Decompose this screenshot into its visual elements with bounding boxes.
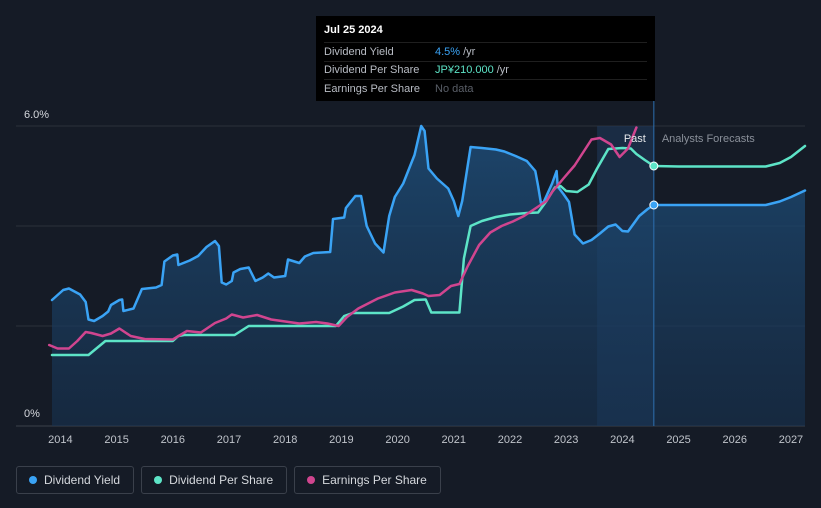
x-tick-label: 2016	[161, 434, 185, 446]
tooltip-value: No data	[435, 82, 474, 95]
tooltip-row-dividend-per-share: Dividend Per Share JP¥210.000/yr	[324, 60, 647, 80]
x-tick-label: 2026	[723, 434, 747, 446]
dividend-per-share-marker	[649, 161, 659, 171]
x-tick-label: 2020	[385, 434, 409, 446]
x-tick-label: 2019	[329, 434, 353, 446]
legend-dividend-yield[interactable]: Dividend Yield	[16, 466, 135, 494]
tooltip: Jul 25 2024 Dividend Yield 4.5%/yr Divid…	[316, 16, 655, 101]
forecast-label: Analysts Forecasts	[662, 133, 755, 145]
legend-dividend-per-share[interactable]: Dividend Per Share	[141, 466, 288, 494]
y-tick-label: 0%	[24, 408, 40, 420]
legend-dot-icon	[29, 476, 37, 484]
dividend-yield-marker	[649, 200, 659, 210]
tooltip-unit: /yr	[496, 64, 509, 77]
x-tick-label: 2015	[104, 434, 128, 446]
legend-dot-icon	[154, 476, 163, 484]
y-tick-label: 6.0%	[24, 109, 49, 121]
earnings-per-share-line	[47, 126, 638, 350]
legend-earnings-per-share[interactable]: Earnings Per Share	[294, 466, 441, 494]
dividend-yield-line	[50, 124, 807, 323]
dividend-yield-area	[52, 126, 805, 426]
legend-label: Dividend Per Share	[169, 473, 274, 487]
tooltip-label: Earnings Per Share	[324, 82, 420, 95]
legend-label: Earnings Per Share	[322, 473, 427, 487]
past-label: Past	[624, 133, 646, 145]
x-tick-label: 2014	[48, 434, 72, 446]
x-tick-label: 2024	[610, 434, 634, 446]
legend: Dividend Yield Dividend Per Share Earnin…	[16, 466, 441, 494]
legend-label: Dividend Yield	[44, 473, 121, 487]
tooltip-label: Dividend Per Share	[324, 64, 420, 77]
tooltip-row-dividend-yield: Dividend Yield 4.5%/yr	[324, 42, 647, 61]
x-tick-label: 2025	[666, 434, 690, 446]
tooltip-value: 4.5%	[435, 45, 461, 58]
tooltip-value: JP¥210.000	[435, 64, 494, 77]
x-tick-label: 2027	[779, 434, 803, 446]
legend-dot-icon	[307, 476, 316, 484]
dividend-per-share-line	[50, 144, 807, 357]
x-tick-label: 2022	[498, 434, 522, 446]
x-tick-label: 2023	[554, 434, 578, 446]
tooltip-row-earnings-per-share: Earnings Per Share No data	[324, 79, 647, 98]
tooltip-label: Dividend Yield	[324, 45, 394, 58]
x-tick-label: 2018	[273, 434, 297, 446]
tooltip-date: Jul 25 2024	[324, 24, 383, 36]
x-tick-label: 2017	[217, 434, 241, 446]
x-tick-label: 2021	[442, 434, 466, 446]
tooltip-unit: /yr	[463, 45, 476, 58]
